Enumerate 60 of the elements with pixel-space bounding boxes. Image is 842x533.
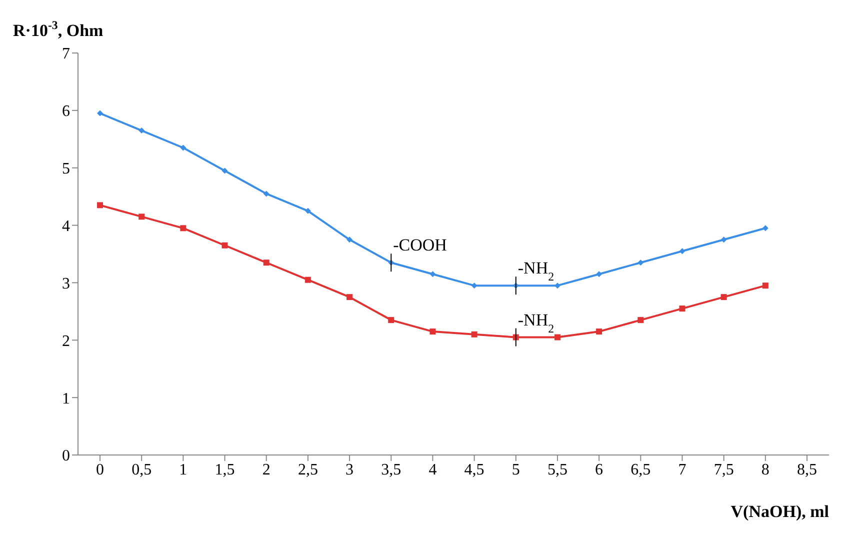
x-tick-label: 5,5 <box>547 461 568 478</box>
x-tick-label: 8 <box>761 461 770 478</box>
y-axis-title: R·10$^{-3}$, Ohm <box>13 18 104 40</box>
point <box>596 271 602 278</box>
annotation: -NH$_{2}$ <box>518 258 554 284</box>
x-tick-label: 1,5 <box>214 461 235 478</box>
point <box>720 294 727 300</box>
point <box>97 202 103 208</box>
x-tick-label: 7,5 <box>714 461 734 478</box>
y-tick-label: 1 <box>62 390 70 408</box>
x-tick-label: 0,5 <box>132 461 152 478</box>
point <box>388 317 394 324</box>
x-tick-label: 0 <box>96 461 104 478</box>
point <box>346 236 353 243</box>
annotation: -COOH <box>393 236 447 255</box>
point <box>346 294 353 300</box>
point <box>263 190 270 197</box>
point <box>720 236 727 243</box>
x-tick-label: 1 <box>179 461 188 478</box>
point <box>222 168 228 174</box>
point <box>263 260 270 266</box>
point <box>97 110 103 116</box>
x-tick-label: 6,5 <box>630 461 651 478</box>
x-tick-label: 8,5 <box>797 461 817 478</box>
x-tick-label: 5 <box>512 461 520 478</box>
point <box>762 282 768 289</box>
point <box>679 306 686 312</box>
point <box>554 334 560 340</box>
point <box>304 276 311 283</box>
x-tick-label: 2 <box>262 461 270 478</box>
point <box>180 144 186 151</box>
y-tick-label: 3 <box>62 275 70 292</box>
x-tick-label: 3,5 <box>381 461 402 478</box>
x-tick-label: 3 <box>346 461 354 478</box>
y-tick-label: 5 <box>62 160 70 178</box>
point <box>638 317 644 324</box>
point <box>138 128 145 134</box>
point <box>430 271 436 278</box>
x-axis-title: V(NaOH), ml <box>730 502 830 521</box>
x-tick-label: 4 <box>428 461 437 478</box>
point <box>679 248 686 254</box>
point <box>180 225 186 232</box>
y-tick-label: 6 <box>62 103 70 120</box>
x-tick-label: 2,5 <box>298 461 318 478</box>
x-tick-label: 4,5 <box>464 461 484 478</box>
x-tick-label: 6 <box>595 461 604 478</box>
point <box>138 214 145 220</box>
annotation: -NH$_{2}$ <box>518 310 554 336</box>
x-tick-label: 7 <box>678 461 686 478</box>
point <box>471 331 478 338</box>
point <box>430 328 436 335</box>
y-tick-label: 0 <box>62 448 70 465</box>
y-tick-label: 2 <box>62 332 70 350</box>
point <box>762 225 768 232</box>
point <box>638 260 644 266</box>
point <box>222 242 228 248</box>
y-tick-label: 4 <box>62 218 70 235</box>
point <box>596 328 602 335</box>
y-tick-label: 7 <box>62 46 70 63</box>
point <box>304 208 311 214</box>
